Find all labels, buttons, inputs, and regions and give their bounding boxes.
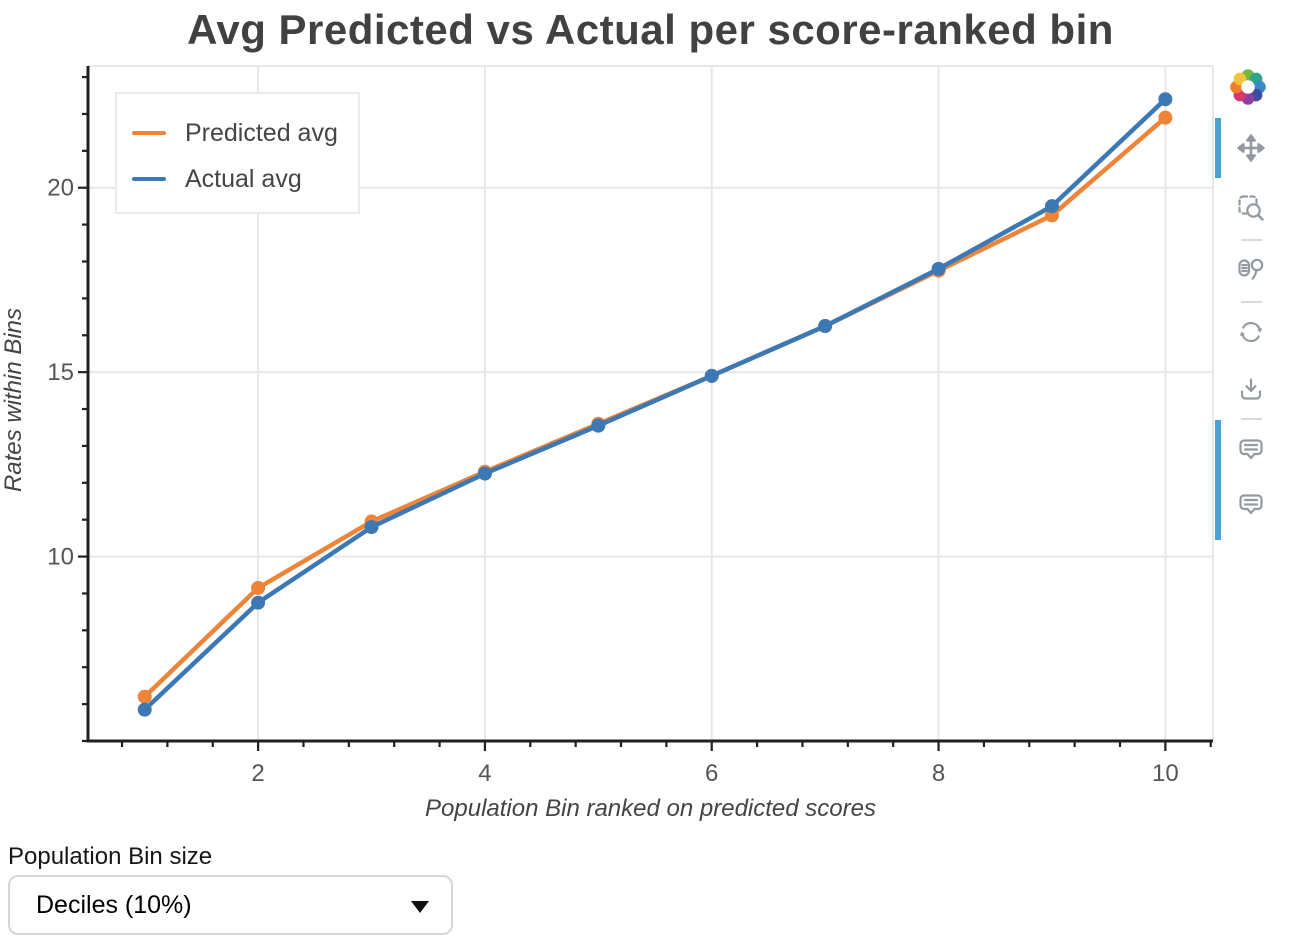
svg-text:4: 4: [478, 760, 491, 787]
data-point: [137, 689, 152, 704]
hover-tool-button[interactable]: [1236, 489, 1266, 519]
reset-tool-button[interactable]: [1236, 317, 1266, 347]
hover-tooltip-icon: [1239, 494, 1263, 515]
legend-item-predicted: Predicted avg: [117, 110, 358, 156]
toolbar-separator: [1241, 239, 1262, 241]
x-axis-label: Population Bin ranked on predicted score…: [425, 795, 876, 822]
data-point: [477, 466, 492, 481]
axis-ticks: [78, 75, 1212, 751]
legend-label-predicted: Predicted avg: [185, 118, 338, 147]
bin-size-select[interactable]: Deciles (10%): [8, 875, 453, 935]
svg-text:20: 20: [47, 175, 74, 202]
svg-text:10: 10: [1152, 760, 1179, 787]
svg-text:2: 2: [251, 760, 264, 787]
toolbar-separator: [1241, 301, 1262, 303]
hover-tool-button[interactable]: [1236, 434, 1266, 464]
pan-icon: [1237, 134, 1265, 162]
data-point: [1158, 92, 1173, 107]
save-icon: [1240, 378, 1262, 400]
pan-tool-button[interactable]: [1236, 133, 1266, 163]
dropdown-caret-icon: [411, 901, 429, 913]
save-tool-button[interactable]: [1236, 375, 1266, 405]
data-point: [251, 580, 266, 595]
active-tool-indicator: [1215, 420, 1221, 540]
data-point: [1158, 110, 1173, 125]
legend-item-actual: Actual avg: [117, 156, 358, 202]
svg-text:10: 10: [47, 544, 74, 571]
data-point: [364, 520, 379, 535]
chart-title: Avg Predicted vs Actual per score-ranked…: [187, 6, 1114, 53]
data-point: [931, 261, 946, 276]
tick-labels: 2 4 6 8 10 10 15 20: [47, 175, 1178, 787]
toolbar-separator: [1241, 418, 1262, 420]
hover-tooltip-icon: [1239, 439, 1263, 460]
legend: Predicted avg Actual avg: [115, 92, 360, 214]
data-point: [137, 702, 152, 717]
active-tool-indicator: [1215, 118, 1221, 178]
svg-text:8: 8: [932, 760, 945, 787]
legend-swatch-actual: [132, 177, 166, 181]
y-axis-label: Rates within Bins: [0, 307, 27, 493]
series-line: [142, 96, 1168, 712]
data-point: [251, 595, 266, 610]
data-point: [1044, 199, 1059, 214]
lasso-select-icon: [1238, 258, 1264, 280]
bin-size-selected-value: Deciles (10%): [36, 890, 192, 919]
box-zoom-tool-button[interactable]: [1236, 193, 1266, 223]
bin-size-label: Population Bin size: [8, 843, 213, 870]
data-point: [704, 368, 719, 383]
series-actual-avg: [137, 92, 1173, 717]
reset-icon: [1239, 321, 1263, 343]
data-point: [591, 418, 606, 433]
box-zoom-icon: [1238, 195, 1264, 221]
svg-text:6: 6: [705, 760, 718, 787]
svg-text:15: 15: [47, 359, 74, 386]
bokeh-logo-icon[interactable]: [1227, 66, 1269, 108]
data-point: [818, 319, 833, 334]
lasso-select-tool-button[interactable]: [1236, 253, 1266, 283]
legend-swatch-predicted: [132, 131, 166, 135]
legend-label-actual: Actual avg: [185, 164, 302, 193]
